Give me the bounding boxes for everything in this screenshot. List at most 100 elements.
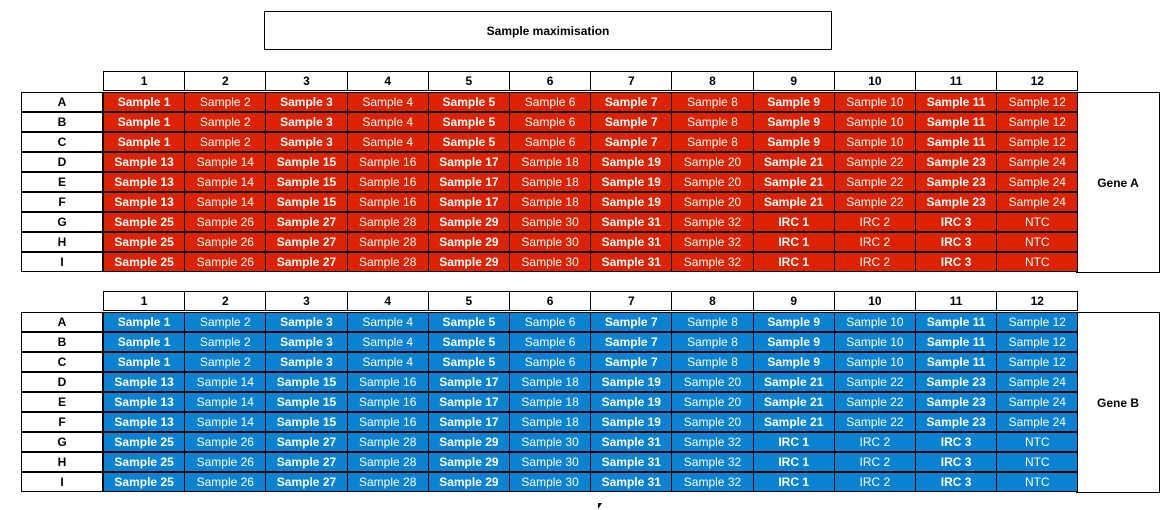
well-cell: Sample 1 <box>103 92 186 112</box>
row-header: I <box>21 472 103 492</box>
row-header: D <box>21 152 103 172</box>
well-cell: Sample 21 <box>752 372 835 392</box>
column-header: 9 <box>752 291 835 311</box>
well-cell: Sample 16 <box>346 152 429 172</box>
column-header: 4 <box>346 291 429 311</box>
well-cell: Sample 22 <box>833 152 916 172</box>
well-cell: Sample 13 <box>103 412 186 432</box>
well-cell: Sample 29 <box>427 472 510 492</box>
well-cell: Sample 3 <box>265 112 348 132</box>
well-cell: Sample 23 <box>915 412 998 432</box>
well-cell: Sample 21 <box>752 392 835 412</box>
group-separator <box>103 151 1077 153</box>
well-cell: Sample 30 <box>509 452 592 472</box>
well-cell: Sample 32 <box>671 432 754 452</box>
well-cell: Sample 14 <box>184 172 267 192</box>
well-cell: Sample 12 <box>996 312 1079 332</box>
well-cell: Sample 22 <box>833 172 916 192</box>
well-cell: Sample 19 <box>590 172 673 192</box>
well-cell: Sample 1 <box>103 352 186 372</box>
well-cell: IRC 3 <box>915 212 998 232</box>
well-cell: Sample 25 <box>103 252 186 272</box>
column-header: 7 <box>590 71 673 91</box>
well-cell: Sample 20 <box>671 152 754 172</box>
well-cell: Sample 3 <box>265 132 348 152</box>
well-cell: Sample 8 <box>671 132 754 152</box>
well-cell: Sample 10 <box>833 92 916 112</box>
well-cell: Sample 12 <box>996 92 1079 112</box>
column-header: 12 <box>996 71 1079 91</box>
well-cell: Sample 32 <box>671 212 754 232</box>
well-cell: Sample 2 <box>184 332 267 352</box>
row-header: I <box>21 252 103 272</box>
well-cell: Sample 18 <box>509 172 592 192</box>
well-cell: Sample 24 <box>996 192 1079 212</box>
well-cell: Sample 3 <box>265 352 348 372</box>
well-cell: Sample 21 <box>752 172 835 192</box>
column-header: 5 <box>427 71 510 91</box>
well-cell: Sample 11 <box>915 132 998 152</box>
well-cell: Sample 20 <box>671 392 754 412</box>
well-cell: Sample 2 <box>184 352 267 372</box>
well-cell: Sample 12 <box>996 332 1079 352</box>
well-cell: Sample 14 <box>184 412 267 432</box>
well-cell: Sample 5 <box>427 312 510 332</box>
well-cell: Sample 9 <box>752 312 835 332</box>
group-separator <box>103 371 1077 373</box>
well-cell: Sample 7 <box>590 112 673 132</box>
well-cell: Sample 15 <box>265 412 348 432</box>
row-header: G <box>21 432 103 452</box>
well-cell: Sample 4 <box>346 332 429 352</box>
well-cell: Sample 9 <box>752 332 835 352</box>
row-header: C <box>21 352 103 372</box>
well-cell: IRC 1 <box>752 472 835 492</box>
column-header: 11 <box>915 71 998 91</box>
group-separator <box>103 431 1077 433</box>
well-cell: Sample 25 <box>103 432 186 452</box>
well-cell: Sample 5 <box>427 132 510 152</box>
column-header: 6 <box>509 71 592 91</box>
row-header: A <box>21 92 103 112</box>
well-cell: Sample 1 <box>103 312 186 332</box>
row-header: B <box>21 332 103 352</box>
well-cell: Sample 1 <box>103 112 186 132</box>
well-cell: Sample 23 <box>915 372 998 392</box>
well-cell: Sample 22 <box>833 392 916 412</box>
well-cell: Sample 5 <box>427 92 510 112</box>
well-cell: NTC <box>996 432 1079 452</box>
well-cell: Sample 7 <box>590 332 673 352</box>
well-cell: Sample 10 <box>833 312 916 332</box>
well-cell: Sample 4 <box>346 132 429 152</box>
well-cell: IRC 2 <box>833 472 916 492</box>
well-cell: Sample 32 <box>671 252 754 272</box>
well-cell: Sample 7 <box>590 312 673 332</box>
well-cell: Sample 30 <box>509 212 592 232</box>
well-cell: Sample 6 <box>509 92 592 112</box>
well-cell: Sample 7 <box>590 352 673 372</box>
well-cell: Sample 4 <box>346 352 429 372</box>
well-cell: Sample 27 <box>265 432 348 452</box>
row-header: D <box>21 372 103 392</box>
column-header: 2 <box>184 291 267 311</box>
well-cell: Sample 8 <box>671 352 754 372</box>
column-header: 3 <box>265 291 348 311</box>
well-cell: Sample 11 <box>915 112 998 132</box>
well-cell: Sample 28 <box>346 252 429 272</box>
well-cell: Sample 29 <box>427 212 510 232</box>
row-header: A <box>21 312 103 332</box>
row-header: C <box>21 132 103 152</box>
well-cell: Sample 9 <box>752 352 835 372</box>
well-cell: Sample 3 <box>265 312 348 332</box>
well-cell: Sample 30 <box>509 252 592 272</box>
well-cell: Sample 31 <box>590 432 673 452</box>
well-cell: Sample 20 <box>671 372 754 392</box>
row-header: F <box>21 192 103 212</box>
well-cell: Sample 12 <box>996 352 1079 372</box>
well-cell: IRC 2 <box>833 432 916 452</box>
well-cell: Sample 30 <box>509 472 592 492</box>
gene-label: Gene B <box>1076 312 1160 493</box>
well-cell: Sample 2 <box>184 92 267 112</box>
well-cell: Sample 6 <box>509 332 592 352</box>
group-separator <box>103 211 1077 213</box>
